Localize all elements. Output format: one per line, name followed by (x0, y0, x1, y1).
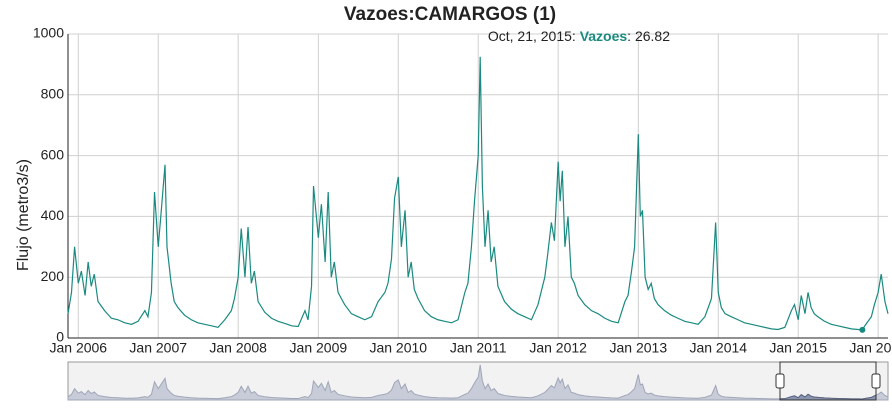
x-tick-label: Jan 2006 (49, 340, 107, 356)
range-handle[interactable] (871, 373, 881, 389)
legend-sep: : (627, 28, 635, 44)
y-tick-label: 800 (41, 86, 65, 102)
legend-sep: : (572, 28, 580, 44)
range-selector[interactable] (67, 364, 889, 401)
y-tick-label: 0 (56, 329, 64, 345)
mini-area-selected (780, 393, 876, 400)
x-tick-label: Jan 2012 (529, 340, 587, 356)
legend: Oct, 21, 2015: Vazoes: 26.82 (488, 28, 670, 44)
x-tick-label: Jan 2014 (689, 340, 747, 356)
legend-series: Vazoes (580, 28, 628, 44)
y-tick-label: 1000 (33, 25, 64, 41)
x-tick-label: Jan 2011 (450, 340, 507, 356)
y-tick-label: 200 (41, 268, 65, 284)
y-axis-label: Flujo (metro3/s) (15, 159, 32, 271)
legend-date: Oct, 21, 2015 (488, 28, 572, 44)
x-tick-label: Jan 2010 (369, 340, 427, 356)
legend-value: 26.82 (635, 28, 670, 44)
data-line (67, 56, 889, 331)
x-tick-label: Jan 2007 (129, 340, 187, 356)
y-tick-label: 600 (41, 146, 65, 162)
x-tick-label: Jan 2015 (769, 340, 827, 356)
x-tick-label: Jan 2013 (610, 340, 668, 356)
x-tick-label: Jan 2016 (849, 340, 892, 356)
x-tick-label: Jan 2009 (290, 340, 348, 356)
x-tick-label: Jan 2008 (209, 340, 267, 356)
highlight-point (859, 326, 866, 333)
range-handle[interactable] (775, 373, 785, 389)
mini-area (67, 364, 889, 401)
legend-text: Oct, 21, 2015: Vazoes: 26.82 (488, 28, 670, 44)
y-tick-label: 400 (41, 207, 65, 223)
chart-title: Vazoes:CAMARGOS (1) (344, 4, 556, 25)
